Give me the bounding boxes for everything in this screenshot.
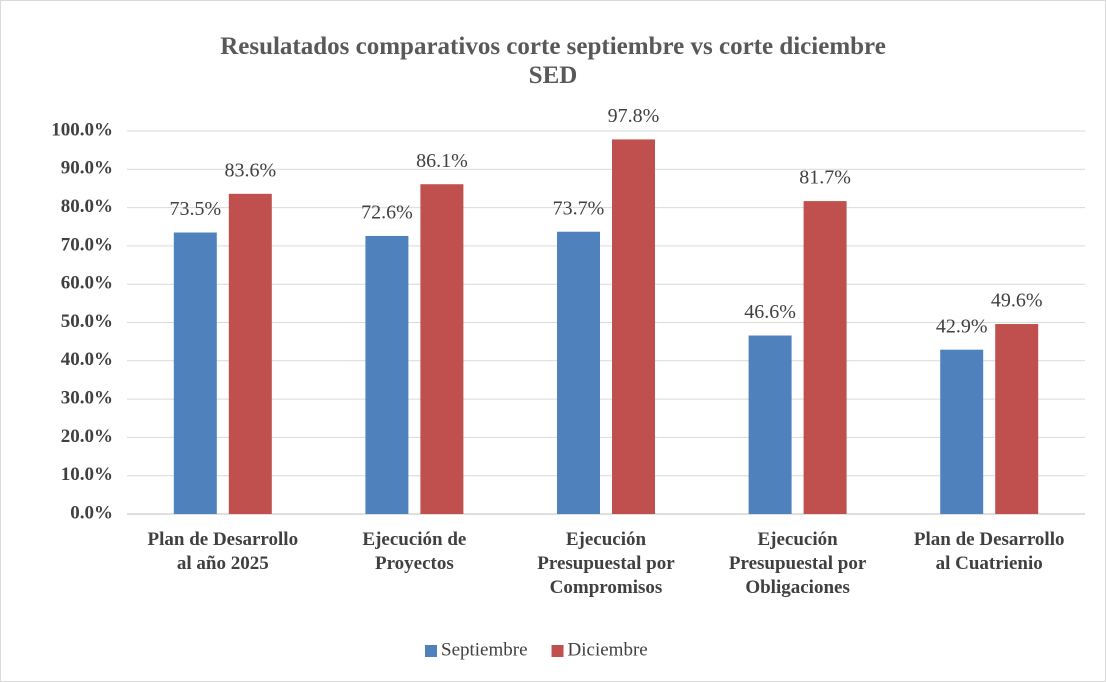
bar <box>748 335 792 514</box>
bar <box>420 184 464 514</box>
y-tick-label: 90.0% <box>61 158 113 179</box>
bar <box>803 201 847 515</box>
data-label: 73.5% <box>169 198 221 220</box>
x-tick-label: Plan de Desarrollo al Cuatrienio <box>913 529 1065 574</box>
chart-title: Resulatados comparativos corte septiembr… <box>220 33 886 89</box>
y-tick-label: 80.0% <box>61 196 113 217</box>
legend-swatch <box>425 645 437 657</box>
x-tick-label: Plan de Desarrollo al año 2025 <box>147 529 299 574</box>
data-label: 81.7% <box>799 167 851 189</box>
bar <box>173 232 217 514</box>
legend-swatch <box>551 645 564 657</box>
data-label: 86.1% <box>416 150 468 172</box>
x-tick-label: Ejecución de Proyectos <box>362 529 467 574</box>
legend-label: Septiembre <box>441 639 528 660</box>
y-tick-label: 50.0% <box>61 311 113 332</box>
x-tick-label-box: Ejecución Presupuestal por Obligaciones <box>728 529 867 598</box>
y-tick-label: 10.0% <box>61 464 113 485</box>
data-label: 46.6% <box>744 301 796 323</box>
bar <box>612 139 655 514</box>
chart-title-box: Resulatados comparativos corte septiembr… <box>220 33 886 89</box>
data-label: 97.8% <box>608 105 660 127</box>
data-label: 42.9% <box>936 315 988 337</box>
y-tick-label: 40.0% <box>61 349 113 370</box>
y-tick-label: 30.0% <box>61 387 113 408</box>
bar <box>940 349 984 514</box>
legend-label: Diciembre <box>568 639 648 660</box>
y-tick-label: 0.0% <box>70 502 113 523</box>
bar <box>365 235 409 514</box>
data-label: 73.7% <box>553 197 605 219</box>
y-tick-label: 20.0% <box>61 426 113 447</box>
y-tick-label: 70.0% <box>61 234 113 255</box>
x-tick-label: Ejecución Presupuestal por Compromisos <box>537 529 675 598</box>
y-tick-label: 100.0% <box>51 119 113 140</box>
x-tick-label-box: Plan de Desarrollo al año 2025 <box>147 529 299 574</box>
x-tick-label: Ejecución Presupuestal por Obligaciones <box>728 529 867 598</box>
bar <box>995 324 1039 514</box>
bar <box>557 231 600 514</box>
data-label: 72.6% <box>361 202 413 224</box>
y-tick-label: 60.0% <box>61 273 113 294</box>
data-label: 49.6% <box>991 290 1043 312</box>
x-tick-label-box: Plan de Desarrollo al Cuatrienio <box>913 529 1065 574</box>
bar <box>228 193 272 514</box>
x-tick-label-box: Ejecución Presupuestal por Compromisos <box>537 529 675 598</box>
data-label: 83.6% <box>224 159 276 181</box>
x-tick-label-box: Ejecución de Proyectos <box>362 529 467 574</box>
